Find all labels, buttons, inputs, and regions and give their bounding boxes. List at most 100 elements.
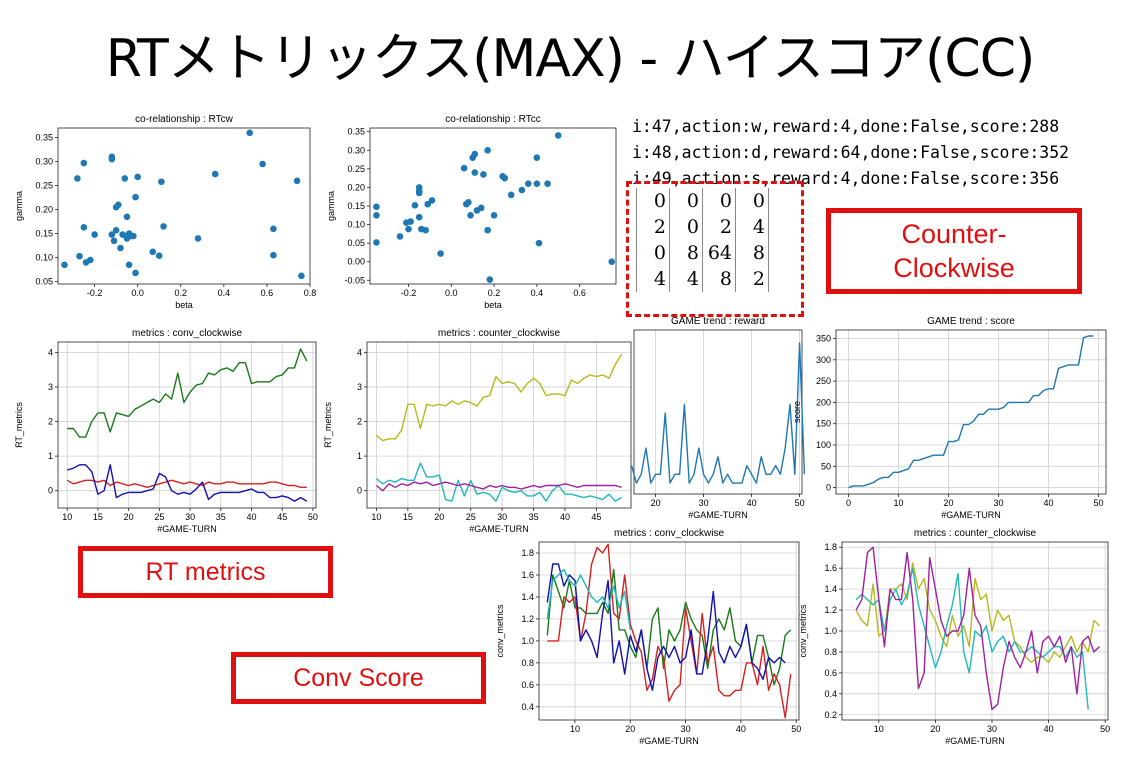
y-tick-label: 2	[357, 417, 362, 427]
x-tick-label: 50	[308, 512, 318, 522]
x-tick-label: 45	[591, 512, 601, 522]
board-cell: 2	[736, 266, 769, 292]
x-axis-label: #GAME-TURN	[639, 736, 699, 746]
y-tick-label: 0.8	[521, 658, 534, 668]
chart-title: metrics : conv_clockwise	[132, 328, 242, 339]
scatter-point	[465, 198, 472, 206]
board-highlight-box	[626, 181, 804, 317]
callout-counter-clockwise: Counter- Clockwise	[826, 208, 1082, 294]
x-tick-label: 50	[1100, 724, 1110, 734]
y-tick-label: 1.0	[824, 626, 837, 636]
log-line-48: i:48,action:d,reward:64,done:False,score…	[632, 143, 1070, 162]
scatter-point	[477, 204, 485, 212]
series-line	[546, 563, 786, 692]
scatter-point	[518, 186, 526, 194]
y-tick-label: 1.8	[824, 542, 837, 552]
y-tick-label: 1.4	[824, 584, 837, 594]
x-tick-label: 10	[893, 498, 903, 508]
x-tick-label: 10	[874, 724, 884, 734]
series-line	[547, 543, 792, 719]
scatter-point	[115, 201, 122, 209]
scatter-point	[501, 174, 509, 182]
scatter-point	[298, 272, 305, 280]
scatter-point	[80, 159, 88, 167]
x-axis-label: #GAME-TURN	[945, 736, 1005, 746]
y-tick-label: 1.0	[521, 636, 534, 646]
line-chart-conv-counter-clockwise: metrics : counter_clockwise 10 20 30 40 50 0.2…	[798, 520, 1116, 758]
chart-title: co-relationship : RTcc	[445, 114, 540, 125]
plot-frame	[835, 329, 1107, 495]
y-tick-label: 0.20	[347, 182, 365, 192]
scatter-point	[524, 180, 532, 188]
x-tick-label: 0.8	[304, 288, 317, 298]
x-tick-label: 30	[987, 724, 997, 734]
y-tick-label: 0.4	[521, 702, 534, 712]
x-tick-label: 40	[560, 512, 570, 522]
y-tick-label: 0.8	[824, 647, 837, 657]
board-cell: 8	[703, 266, 736, 292]
x-tick-label: 40	[1043, 498, 1053, 508]
y-tick-label: 0.30	[347, 145, 365, 155]
chart-title: GAME trend : score	[927, 316, 1015, 327]
x-tick-label: 20	[124, 512, 134, 522]
page-title: RTメトリックス(MAX) - ハイスコア(CC)	[105, 29, 1036, 89]
y-axis-label: gamma	[326, 191, 336, 221]
scatter-point	[471, 169, 479, 176]
plot-frame	[366, 341, 632, 509]
scatter-point	[373, 203, 380, 211]
y-tick-label: 0.25	[35, 181, 53, 191]
y-tick-label: 1	[48, 451, 53, 461]
scatter-point	[415, 184, 423, 191]
x-tick-label: 0	[846, 498, 851, 508]
x-tick-label: 30	[185, 512, 195, 522]
y-axis-label: conv_metrics	[798, 604, 808, 658]
x-tick-label: 30	[497, 512, 507, 522]
scatter-point	[544, 180, 551, 188]
x-tick-label: 15	[93, 512, 103, 522]
y-tick-label: 0.2	[824, 710, 837, 720]
y-tick-label: 1.2	[824, 605, 837, 615]
y-tick-label: 3	[357, 382, 362, 392]
y-tick-label: 4	[357, 347, 362, 357]
y-tick-label: 0.4	[824, 689, 837, 699]
scatter-point	[270, 251, 277, 259]
scatter-point	[87, 256, 94, 264]
x-tick-label: 45	[277, 512, 287, 522]
line-chart-rt-clockwise: metrics : conv_clockwise 10 15 20 25 30 35 40 45…	[10, 320, 322, 540]
board-cell: 2	[703, 214, 736, 240]
x-axis-label: #GAME-TURN	[157, 524, 217, 534]
scatter-point	[608, 258, 616, 266]
y-tick-label: 1.8	[521, 548, 534, 558]
chart-title: metrics : conv_clockwise	[614, 528, 724, 539]
y-tick-label: 2	[48, 417, 53, 427]
scatter-point	[293, 177, 301, 185]
x-tick-label: 50	[795, 498, 805, 508]
scatter-point	[460, 164, 468, 172]
scatter-point	[119, 231, 126, 238]
scatter-point	[484, 226, 491, 234]
scatter-point	[110, 237, 118, 245]
scatter-point	[467, 211, 474, 219]
x-tick-label: 40	[246, 512, 256, 522]
board-cell: 4	[637, 266, 670, 292]
series-line	[375, 481, 622, 492]
scatter-point	[422, 226, 429, 234]
y-tick-label: 0.05	[35, 277, 53, 287]
scatter-point	[194, 235, 202, 242]
x-axis-label: #GAME-TURN	[941, 510, 1001, 520]
y-tick-label: 0.35	[347, 127, 365, 137]
y-tick-label: -0.05	[344, 275, 365, 285]
callout-rt-metrics: RT metrics	[78, 546, 333, 598]
series-line	[375, 353, 623, 442]
scatter-point	[121, 175, 129, 182]
board-cell: 8	[670, 240, 703, 266]
scatter-point	[130, 232, 137, 240]
y-tick-label: 0.6	[521, 680, 534, 690]
y-tick-label: 0.10	[35, 253, 53, 263]
x-axis-label: beta	[175, 300, 193, 310]
chart-title: GAME trend : reward	[671, 316, 765, 327]
y-tick-label: 0.6	[824, 668, 837, 678]
board-cell: 8	[736, 240, 769, 266]
scatter-point	[486, 276, 494, 283]
